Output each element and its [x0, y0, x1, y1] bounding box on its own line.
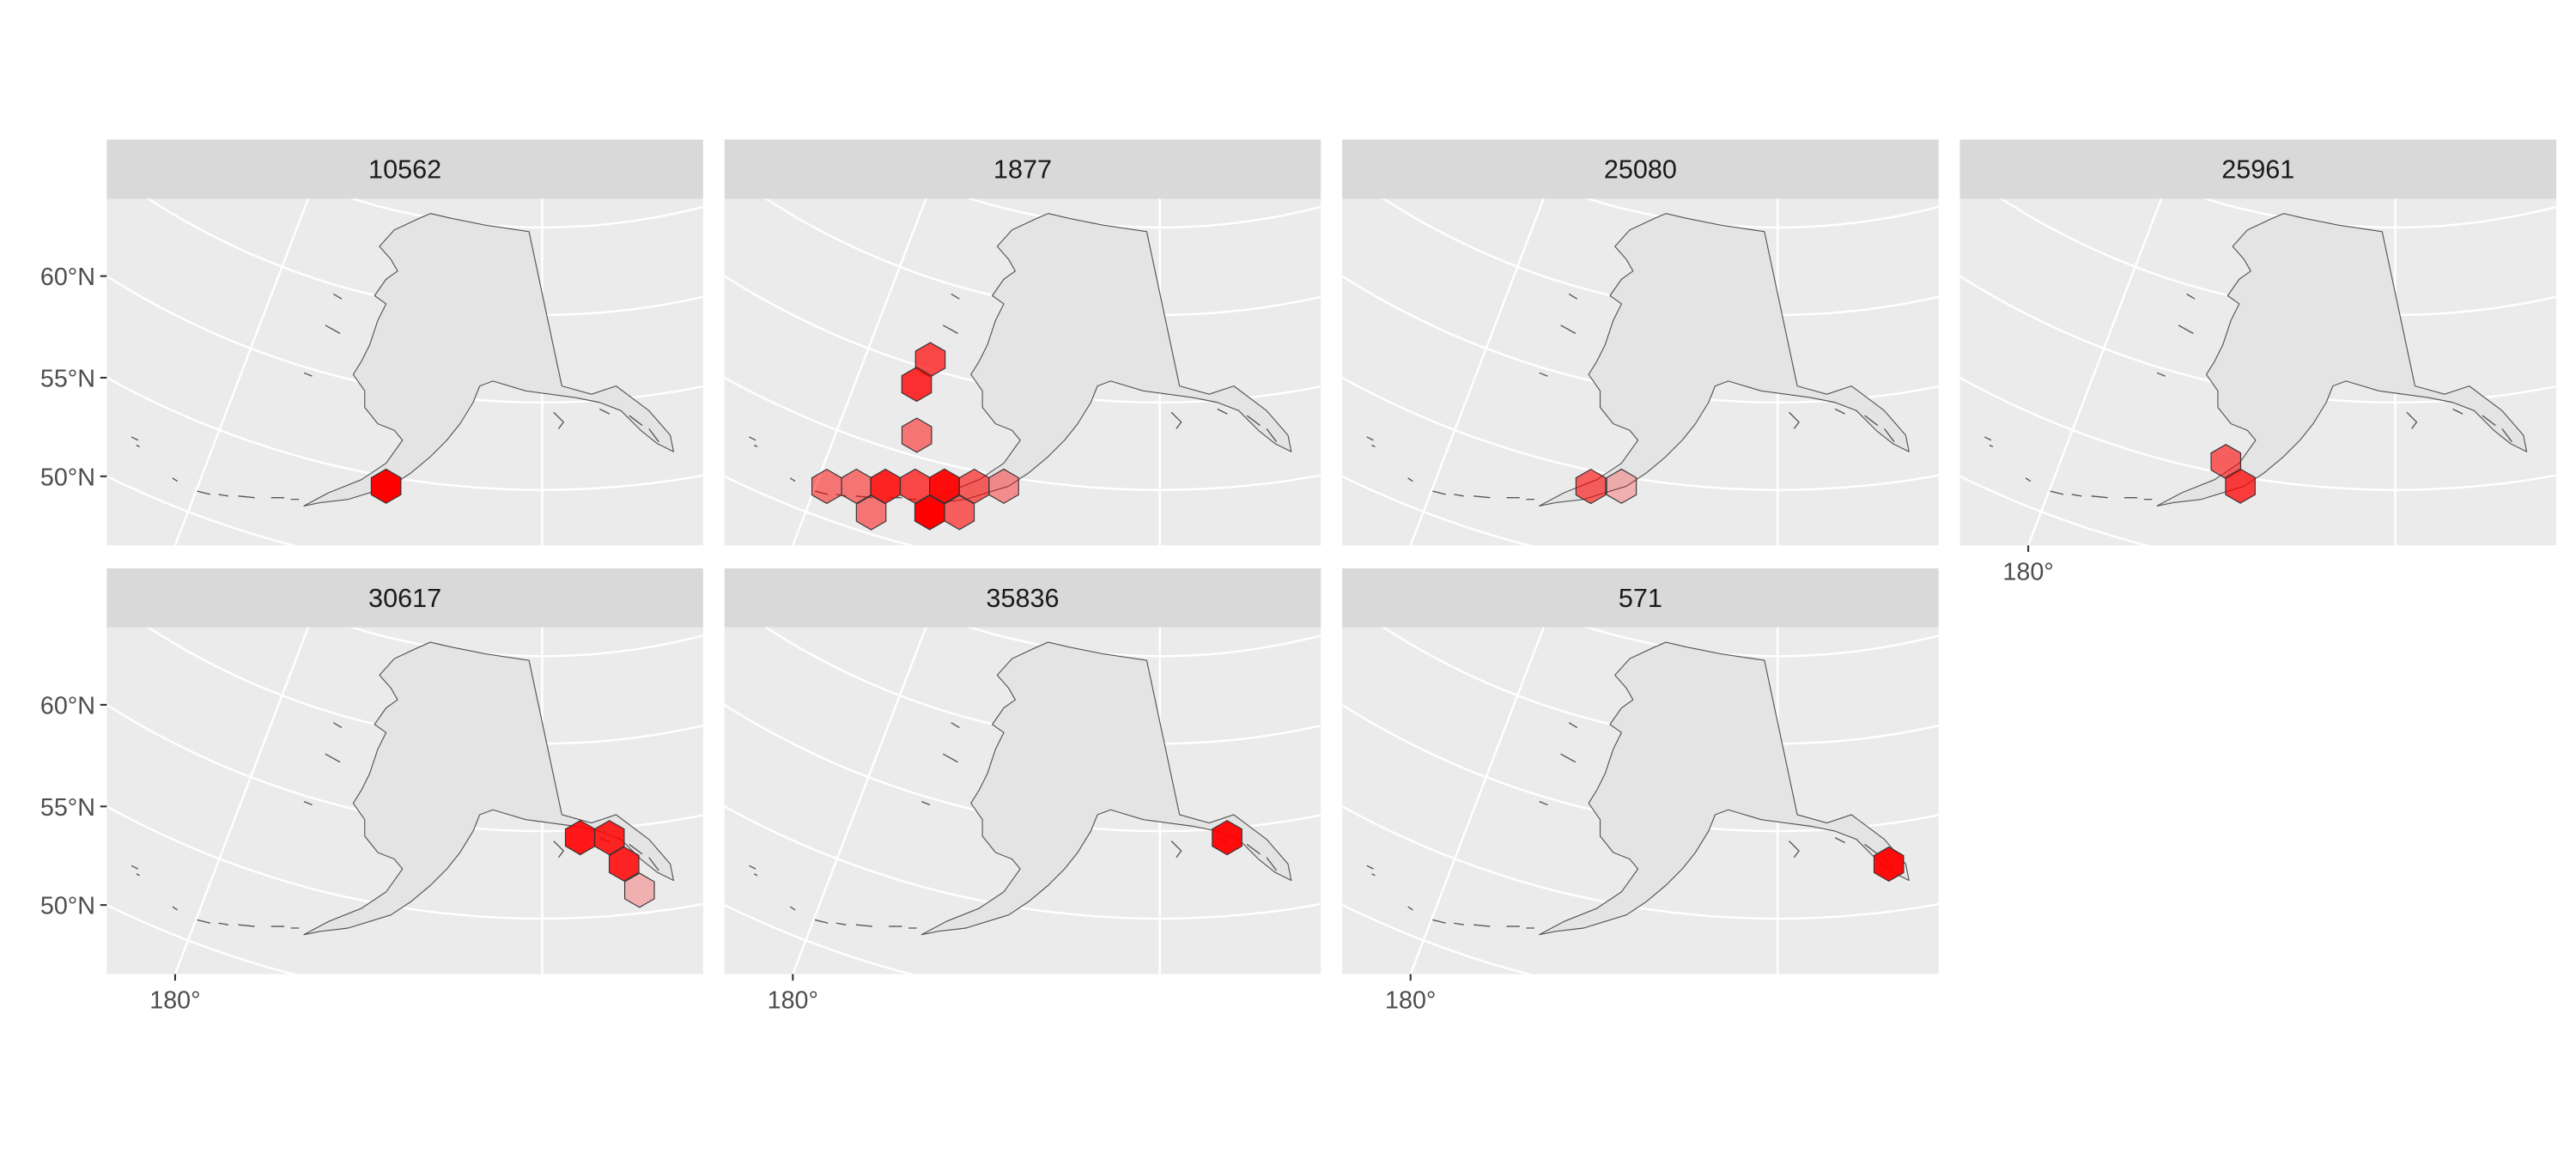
- facet: 35836 180°: [724, 567, 1321, 1015]
- grid-line: [106, 275, 703, 404]
- facet: 1877: [669, 0, 1650, 546]
- hex-bin: [901, 367, 933, 403]
- strip: [1959, 139, 2557, 199]
- graticule-lat: [669, 0, 1650, 140]
- hex-bin: [855, 495, 887, 531]
- facet: 25961 180°: [1905, 0, 2576, 586]
- hex-bin: [1212, 820, 1242, 856]
- facet: 30617 60°N 55°N 50°N 180°: [40, 567, 703, 1015]
- strip: [106, 139, 703, 199]
- y-tick-label: 50°N: [40, 893, 95, 920]
- strip-title: 571: [1619, 584, 1662, 613]
- panel-content: [1287, 0, 2269, 546]
- hex-bin: [608, 846, 640, 882]
- strip-title: 35836: [986, 584, 1059, 613]
- panel-content: [1342, 627, 1939, 974]
- strip-title: 1877: [993, 155, 1052, 185]
- grid-line: [1342, 804, 1939, 920]
- grid-line: [1409, 627, 1546, 974]
- grid-line: [1342, 376, 1939, 491]
- x-tick-label: 180°: [2002, 558, 2053, 586]
- grid-line: [724, 703, 1321, 833]
- y-tick-label: 50°N: [40, 464, 95, 491]
- hex-bin: [1575, 469, 1607, 505]
- hex-bin: [1873, 846, 1905, 883]
- x-tick-label: 180°: [1385, 987, 1436, 1015]
- grid-line: [1959, 275, 2557, 404]
- hex-bin: [944, 495, 975, 531]
- grid-line: [1342, 275, 1939, 404]
- grid-line: [106, 376, 703, 491]
- x-tick-label: 180°: [149, 987, 200, 1015]
- y-tick-label: 60°N: [40, 264, 95, 291]
- facet: 25080: [1287, 0, 2269, 546]
- hex-bin: [370, 468, 402, 504]
- panel-content: [52, 0, 1033, 546]
- graticule-lat: [52, 0, 1033, 140]
- y-tick-label: 55°N: [40, 365, 95, 392]
- grid-line: [724, 804, 1321, 920]
- panel-content: [724, 627, 1321, 974]
- hex-bin: [901, 417, 933, 453]
- grid-line: [106, 703, 703, 833]
- strip: [106, 567, 703, 628]
- facet: 10562 60°N 55°N 50°N: [40, 0, 1033, 546]
- y-tick-label: 55°N: [40, 794, 95, 822]
- grid-line: [1409, 198, 1546, 546]
- grid-line: [1342, 703, 1939, 833]
- y-tick-label: 60°N: [40, 692, 95, 719]
- panel-content: [1905, 0, 2576, 546]
- hex-bin: [1606, 468, 1637, 504]
- panel-content: [106, 627, 703, 974]
- hex-bin: [623, 872, 655, 908]
- strip: [1342, 567, 1939, 628]
- strip-title: 10562: [368, 155, 441, 185]
- strip: [1342, 139, 1939, 199]
- hex-bin: [2225, 468, 2256, 504]
- strip: [724, 567, 1321, 628]
- strip-title: 25961: [2221, 155, 2294, 185]
- hex-bin: [988, 468, 1019, 504]
- panel-content: [669, 0, 1650, 546]
- x-tick-label: 180°: [768, 987, 818, 1015]
- grid-line: [106, 804, 703, 920]
- grid-line: [173, 627, 310, 974]
- grid-line: [791, 627, 927, 974]
- grid-line: [1959, 376, 2557, 491]
- grid-line: [2026, 198, 2163, 546]
- facet: 571 180°: [1342, 567, 1939, 1015]
- grid-line: [724, 376, 1321, 491]
- grid-line: [173, 198, 310, 546]
- grid-line: [724, 275, 1321, 404]
- graticule-lat: [1905, 0, 2576, 140]
- grid-line: [791, 198, 927, 546]
- strip-title: 30617: [368, 584, 441, 613]
- strip-title: 25080: [1604, 155, 1677, 185]
- strip: [724, 139, 1321, 199]
- graticule-lat: [1287, 0, 2269, 140]
